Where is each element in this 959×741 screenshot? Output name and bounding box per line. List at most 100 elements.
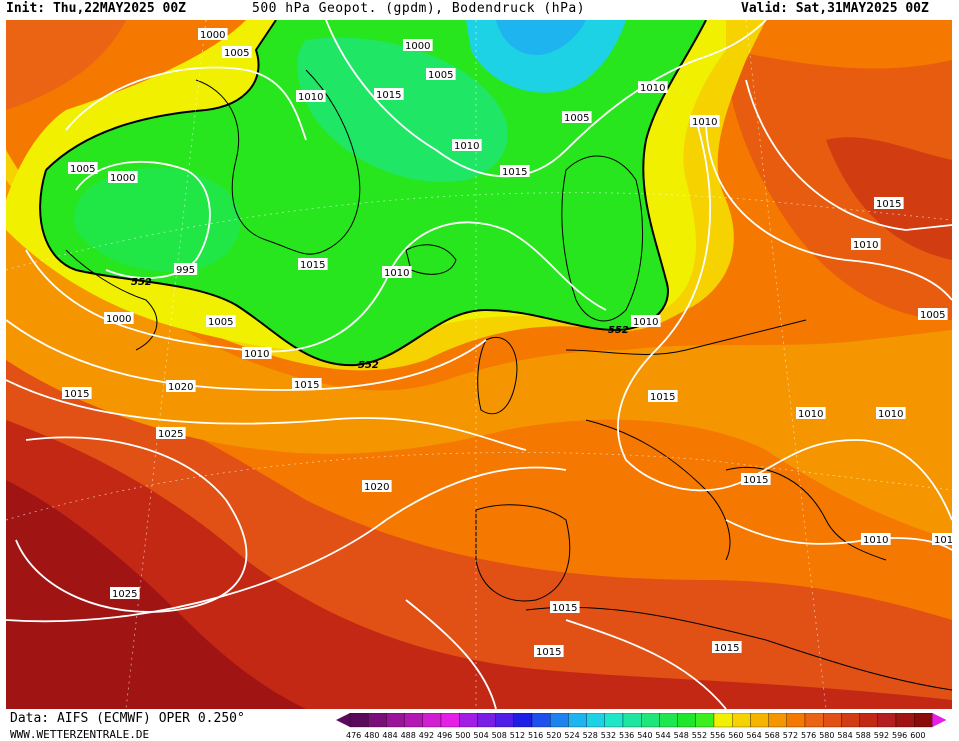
isobar-1015-africa-east: [565, 619, 727, 709]
scale-tick-label: 580: [819, 731, 834, 739]
svg-text:1015: 1015: [376, 90, 401, 101]
scale-tick-label: 480: [364, 731, 379, 739]
scale-swatch: [641, 713, 660, 728]
svg-text:1015: 1015: [714, 643, 739, 654]
isobar-label: 1005: [222, 46, 252, 59]
geopot-band-596: [6, 480, 306, 709]
scale-swatch: [750, 713, 769, 728]
scale-tick-label: 504: [473, 731, 488, 739]
scale-tick-label: 488: [401, 731, 416, 739]
greenland-coast: [195, 69, 361, 255]
labrador-coast: [65, 249, 158, 351]
geopot-band-east: [726, 50, 952, 320]
svg-text:1000: 1000: [200, 30, 225, 41]
isobar-1005: [65, 66, 307, 141]
isobar-label: 1000: [403, 39, 433, 52]
svg-text:1015: 1015: [743, 475, 768, 486]
isobar-label: 1015: [374, 88, 404, 101]
scale-swatch: [422, 713, 442, 728]
color-scale: 476 480 484 488 492 496 500 504 508 512 516 520 524 5…: [336, 713, 947, 739]
svg-text:1015: 1015: [300, 260, 325, 271]
isobar-1010-east: [705, 119, 952, 301]
scale-tick-label: 572: [783, 731, 798, 739]
britain-coast: [477, 337, 518, 415]
isobar-label: 1000: [108, 171, 138, 184]
isobar-label: 1015: [550, 601, 580, 614]
svg-text:1020: 1020: [364, 482, 389, 493]
north-africa-coast: [525, 606, 952, 691]
scale-swatch: [713, 713, 733, 728]
scale-swatch: [622, 713, 642, 728]
svg-text:1010: 1010: [878, 409, 903, 420]
isobar-1010-north: [325, 20, 767, 178]
scale-swatch: [495, 713, 514, 728]
scale-swatch: [768, 713, 787, 728]
svg-text:1010: 1010: [640, 83, 665, 94]
isobar-label: 1005: [68, 162, 98, 175]
isobar-label: 1010: [296, 90, 326, 103]
scale-swatch: [914, 713, 933, 728]
svg-text:1005: 1005: [920, 310, 945, 321]
svg-text:1010: 1010: [798, 409, 823, 420]
isobar-1015-europe: [617, 119, 952, 521]
scale-tick-label: 512: [510, 731, 525, 739]
geopot-low-524: [496, 20, 586, 55]
scale-tick-label: 588: [856, 731, 871, 739]
isobar-label: 1025: [110, 587, 140, 600]
svg-text:1020: 1020: [168, 382, 193, 393]
graticule: [6, 20, 952, 709]
svg-text:1010: 1010: [863, 535, 888, 546]
svg-text:1010: 1010: [298, 92, 323, 103]
isobar-label: 1005: [918, 308, 948, 321]
scale-tick-label: 500: [455, 731, 470, 739]
isobar-label: 1015: [534, 645, 564, 658]
scale-swatch: [695, 713, 715, 728]
scale-swatch: [586, 713, 605, 728]
scale-tick-label: 492: [419, 731, 434, 739]
isobar-1020: [6, 466, 567, 623]
svg-text:1005: 1005: [224, 48, 249, 59]
svg-text:1005: 1005: [564, 113, 589, 124]
isobar-label: 1010: [452, 139, 482, 152]
scale-tick-label: 540: [637, 731, 652, 739]
svg-text:1015: 1015: [502, 167, 527, 178]
geopot-band-nw: [6, 20, 126, 110]
isobar-label: 1025: [156, 427, 186, 440]
scale-swatch: [349, 713, 369, 728]
scale-tick-label: 520: [546, 731, 561, 739]
geopot-band-576: [6, 180, 952, 540]
scale-tick-label: 536: [619, 731, 634, 739]
scale-tick-label: 584: [837, 731, 852, 739]
website: WWW.WETTERZENTRALE.DE: [10, 728, 150, 741]
footer: Data: AIFS (ECMWF) OPER 0.250° WWW.WETTE…: [0, 709, 959, 741]
scale-swatch: [895, 713, 915, 728]
scale-tick-label: 600: [910, 731, 925, 739]
svg-text:1015: 1015: [650, 392, 675, 403]
geopotential-label: 552: [131, 277, 152, 288]
isobar-label: 1010: [631, 315, 661, 328]
scale-tick-label: 560: [728, 731, 743, 739]
isobar-label: 1010: [690, 115, 720, 128]
isobar-label: 1010: [382, 266, 412, 279]
isobar-labels: 1000 1005 1000 1010 1015 1005 1010 1010 1005 1010…: [62, 28, 952, 658]
scale-swatch: [604, 713, 624, 728]
scale-swatch: [859, 713, 878, 728]
isobar-1015: [6, 379, 527, 451]
scale-tick-label: 556: [710, 731, 725, 739]
isobar-1010: [6, 319, 487, 391]
isobar-label: 1010: [851, 238, 881, 251]
svg-text:1000: 1000: [110, 173, 135, 184]
scale-tick-label: 476: [346, 731, 361, 739]
isobar-label: 1015: [298, 258, 328, 271]
scale-tick-label: 508: [492, 731, 507, 739]
geopot-band-592: [6, 420, 952, 709]
valid-time: Valid: Sat,31MAY2025 00Z: [741, 1, 929, 16]
isobar-label: 1000: [198, 28, 228, 41]
geopotential-labels: 552 552 552: [131, 277, 629, 371]
scale-tick-label: 576: [801, 731, 816, 739]
geopotential-label: 552: [358, 360, 379, 371]
isobar-label: 1010: [638, 81, 668, 94]
scale-tick-label: 564: [746, 731, 761, 739]
svg-text:1000: 1000: [106, 314, 131, 325]
baltic-coast: [565, 319, 807, 355]
